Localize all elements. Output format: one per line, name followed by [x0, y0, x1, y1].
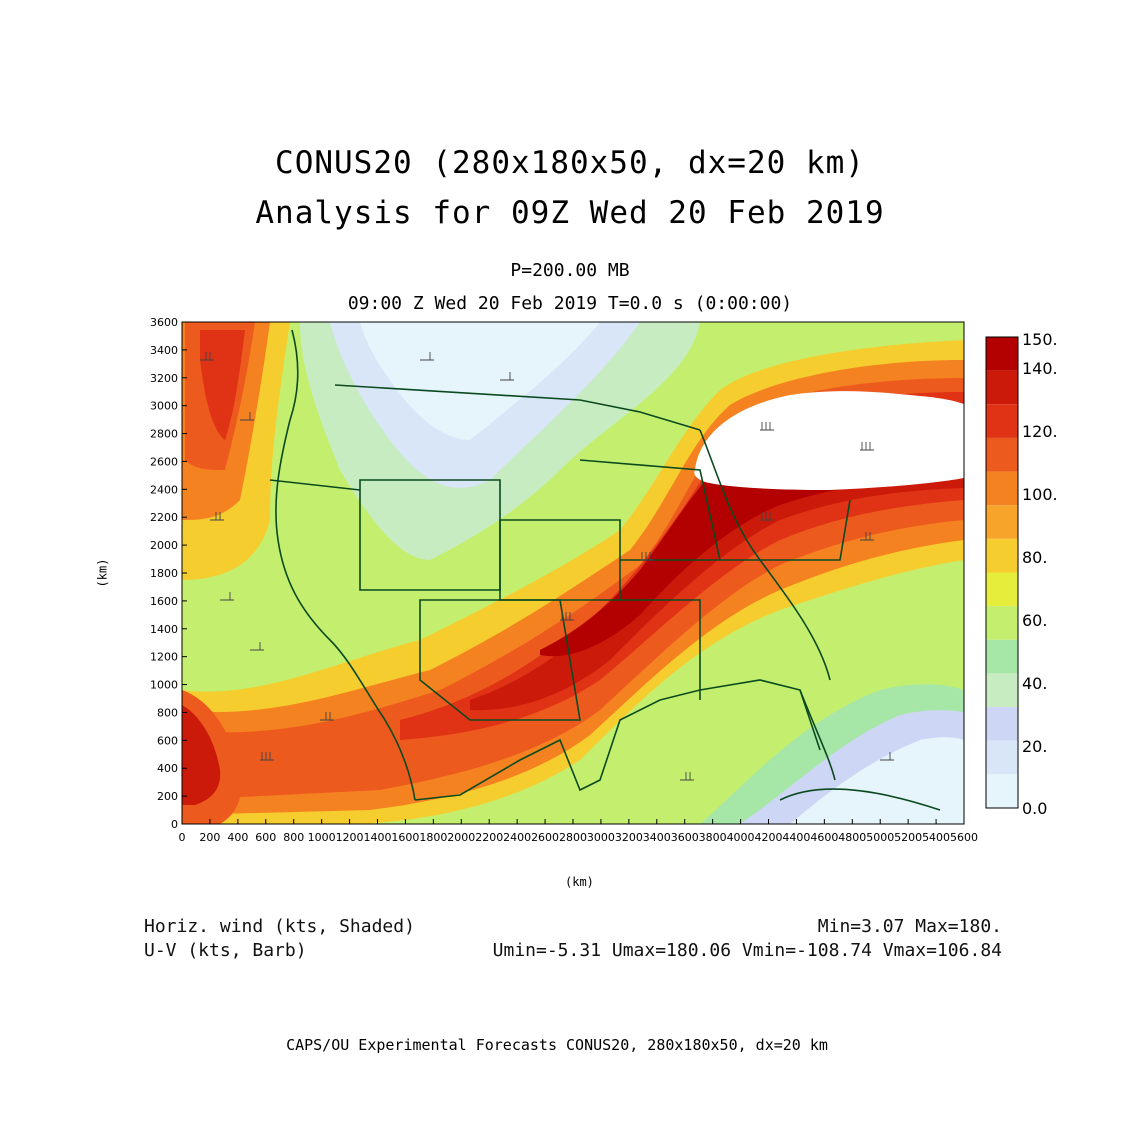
x-axis: 0 200 400 600 800 1000 1200 1400 1600 1800 2000 220…: [179, 819, 978, 844]
x-tick-label: 5600: [950, 831, 978, 844]
colorbar-segment: [986, 606, 1018, 640]
colorbar-label: 120.: [1022, 422, 1058, 441]
y-tick-label: 800: [157, 706, 178, 719]
colorbar-label: 100.: [1022, 485, 1058, 504]
x-tick-label: 1600: [391, 831, 419, 844]
x-tick-label: 1000: [308, 831, 336, 844]
y-tick-label: 0: [171, 818, 178, 831]
colorbar-label: 20.: [1022, 737, 1047, 756]
y-tick-label: 400: [157, 762, 178, 775]
y-axis: 0 200 400 600 800 1000 1200 1400 1600 1800 2000 220…: [150, 316, 187, 831]
colorbar-segment: [986, 707, 1018, 741]
y-tick-label: 3400: [150, 344, 178, 357]
y-tick-label: 200: [157, 790, 178, 803]
valid-time-label: 09:00 Z Wed 20 Feb 2019 T=0.0 s (0:00:00…: [347, 293, 793, 314]
colorbar: 150. 140. 120. 100. 80. 60. 40. 20. 0.0: [985, 330, 1058, 818]
x-tick-label: 5200: [894, 831, 922, 844]
y-tick-label: 2000: [150, 539, 178, 552]
x-tick-label: 3400: [643, 831, 671, 844]
map-boundaries: [269, 329, 941, 811]
y-tick-label: 2400: [150, 483, 178, 496]
colorbar-segment: [986, 538, 1018, 573]
x-tick-label: 200: [199, 831, 220, 844]
colorbar-segment: [986, 404, 1018, 438]
colorbar-label: 0.0: [1022, 799, 1047, 818]
x-tick-label: 2000: [447, 831, 475, 844]
x-tick-label: 5400: [922, 831, 950, 844]
y-tick-label: 1800: [150, 567, 178, 580]
uv-stats-label: Umin=-5.31 Umax=180.06 Vmin=-108.74 Vmax…: [492, 940, 1002, 961]
y-tick-label: 1600: [150, 595, 178, 608]
y-tick-label: 2600: [150, 455, 178, 468]
colorbar-segment: [986, 370, 1018, 405]
colorbar-segment: [986, 639, 1018, 674]
colorbar-segment: [986, 505, 1018, 539]
colorbar-segment: [986, 673, 1018, 708]
colorbar-frame: [985, 336, 1019, 809]
x-tick-label: 2200: [475, 831, 503, 844]
colorbar-label: 150.: [1022, 330, 1058, 349]
y-tick-label: 1200: [150, 651, 178, 664]
colorbar-segment: [986, 740, 1018, 775]
colorbar-label: 140.: [1022, 359, 1058, 378]
plot-title: CONUS20 (280x180x50, dx=20 km): [275, 145, 865, 181]
barb-field-label: U-V (kts, Barb): [144, 940, 307, 961]
x-tick-label: 3600: [671, 831, 699, 844]
y-axis-label: (km): [95, 558, 110, 588]
x-tick-label: 3000: [587, 831, 615, 844]
colorbar-segment: [986, 572, 1018, 607]
colorbar-label: 60.: [1022, 611, 1047, 630]
colorbar-segment: [986, 337, 1018, 371]
y-tick-label: 1400: [150, 623, 178, 636]
x-tick-label: 2600: [531, 831, 559, 844]
x-tick-label: 4600: [810, 831, 838, 844]
y-tick-label: 3000: [150, 400, 178, 413]
colorbar-segment: [986, 774, 1018, 808]
wind-speed-shading: [182, 322, 964, 824]
pressure-level-label: P=200.00 MB: [510, 260, 630, 281]
colorbar-segment: [986, 471, 1018, 506]
x-tick-label: 400: [227, 831, 248, 844]
shaded-field-label: Horiz. wind (kts, Shaded): [144, 916, 415, 937]
min-max-label: Min=3.07 Max=180.: [817, 916, 1002, 937]
x-tick-label: 0: [179, 831, 186, 844]
y-tick-label: 2800: [150, 428, 178, 441]
x-tick-label: 4000: [727, 831, 755, 844]
x-tick-label: 1400: [364, 831, 392, 844]
x-tick-label: 3200: [615, 831, 643, 844]
x-tick-label: 4400: [782, 831, 810, 844]
x-tick-label: 600: [255, 831, 276, 844]
x-tick-label: 3800: [699, 831, 727, 844]
footer-credit: CAPS/OU Experimental Forecasts CONUS20, …: [286, 1036, 828, 1054]
y-tick-label: 3200: [150, 372, 178, 385]
colorbar-label: 40.: [1022, 674, 1047, 693]
x-tick-label: 4200: [755, 831, 783, 844]
colorbar-segment: [986, 437, 1018, 472]
x-tick-label: 800: [283, 831, 304, 844]
x-tick-label: 1800: [419, 831, 447, 844]
y-tick-label: 600: [157, 734, 178, 747]
colorbar-label: 80.: [1022, 548, 1047, 567]
x-tick-label: 2400: [503, 831, 531, 844]
x-tick-label: 4800: [838, 831, 866, 844]
x-axis-label: (km): [565, 875, 594, 889]
y-tick-label: 3600: [150, 316, 178, 329]
wind-barbs: [200, 352, 894, 781]
plot-subtitle: Analysis for 09Z Wed 20 Feb 2019: [255, 195, 885, 231]
x-tick-label: 1200: [336, 831, 364, 844]
y-tick-label: 1000: [150, 679, 178, 692]
x-tick-label: 5000: [866, 831, 894, 844]
y-tick-label: 2200: [150, 511, 178, 524]
x-tick-label: 2800: [559, 831, 587, 844]
